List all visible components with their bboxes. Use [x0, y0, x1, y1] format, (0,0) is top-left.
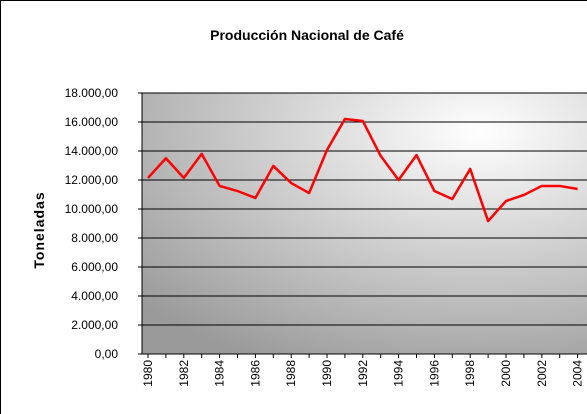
- x-tick-label: 1996: [427, 360, 441, 387]
- x-tick-label: 1984: [213, 360, 227, 387]
- x-tick-label: 1986: [248, 360, 262, 387]
- x-tick-label: 1990: [320, 360, 334, 387]
- x-tick-label: 2000: [499, 360, 513, 387]
- y-tick-label: 10.000,00: [65, 202, 119, 216]
- line: [147, 117, 578, 223]
- x-tick-label: 1988: [284, 360, 298, 387]
- y-tick-label: 16.000,00: [65, 115, 119, 129]
- y-tick-label: 18.000,00: [65, 86, 119, 100]
- plot-area: [142, 93, 587, 354]
- x-tick-label: 1982: [177, 360, 191, 387]
- x-tick-label: 2004: [571, 360, 585, 387]
- x-tick-label: 2002: [535, 360, 549, 387]
- y-tick-label: 6.000,00: [71, 260, 118, 274]
- x-tick-label: 1992: [356, 360, 370, 387]
- y-tick-label: 0,00: [95, 347, 119, 361]
- x-tick-label: 1994: [392, 360, 406, 387]
- y-tick-label: 2.000,00: [71, 318, 118, 332]
- y-tick-label: 12.000,00: [65, 173, 119, 187]
- x-tick-label: 1980: [141, 360, 155, 387]
- y-tick-label: 8.000,00: [71, 231, 118, 245]
- chart-title: Producción Nacional de Café: [210, 27, 404, 43]
- y-tick-label: 4.000,00: [71, 289, 118, 303]
- x-tick-label: 1998: [463, 360, 477, 387]
- y-axis-title: Toneladas: [31, 191, 47, 268]
- y-tick-label: 14.000,00: [65, 144, 119, 158]
